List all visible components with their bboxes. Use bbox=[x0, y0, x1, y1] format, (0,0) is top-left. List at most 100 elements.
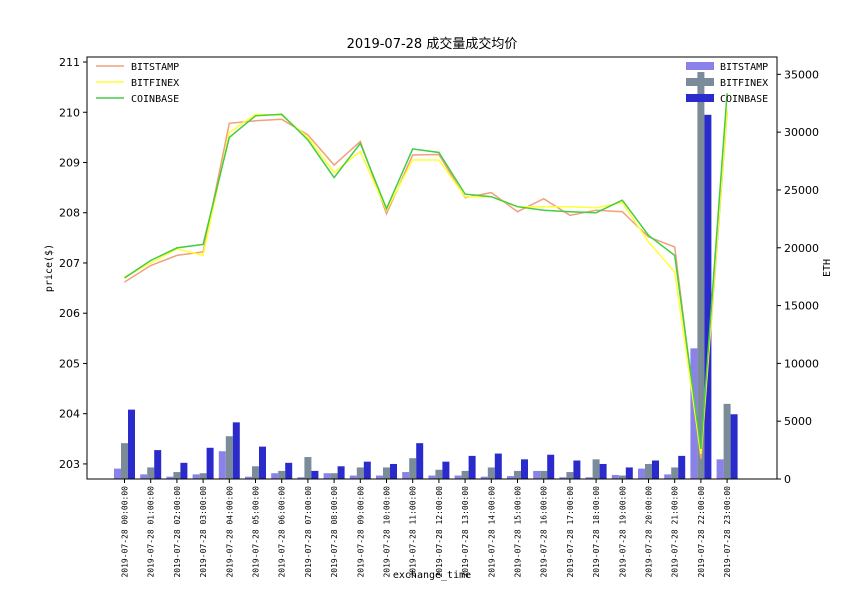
volume-bar bbox=[409, 458, 417, 479]
volume-bar bbox=[573, 460, 581, 479]
volume-bar bbox=[390, 463, 397, 479]
x-tick-label: 2019-07-28 18:00:00 bbox=[592, 486, 601, 578]
y-tick-label-right: 0 bbox=[784, 473, 791, 486]
legend-label: COINBASE bbox=[131, 94, 179, 105]
x-tick-label: 2019-07-28 15:00:00 bbox=[514, 486, 523, 578]
volume-bar bbox=[625, 467, 633, 479]
volume-bar bbox=[428, 475, 436, 479]
volume-bar bbox=[199, 473, 207, 479]
y-axis-label-right: ETH bbox=[822, 259, 833, 277]
volume-bar bbox=[716, 459, 724, 479]
volume-bar bbox=[487, 467, 495, 479]
plot-frame bbox=[86, 56, 778, 480]
y-tick-label-right: 25000 bbox=[784, 184, 819, 197]
volume-bar bbox=[435, 469, 443, 479]
volume-bar bbox=[285, 462, 293, 479]
volume-bar bbox=[671, 467, 679, 479]
volume-bar bbox=[330, 473, 338, 479]
volume-bar bbox=[121, 443, 128, 479]
legend-bar-swatch bbox=[686, 94, 714, 102]
y-tick-label-left: 204 bbox=[59, 408, 80, 421]
volume-bar bbox=[356, 467, 364, 479]
y-tick-label-left: 203 bbox=[59, 458, 80, 471]
volume-bar bbox=[259, 446, 266, 479]
volume-bar bbox=[678, 455, 686, 479]
volume-bar bbox=[559, 477, 567, 479]
x-tick-label: 2019-07-28 10:00:00 bbox=[383, 486, 392, 578]
x-tick-label: 2019-07-28 09:00:00 bbox=[356, 486, 365, 578]
volume-bar bbox=[114, 468, 121, 479]
x-tick-label: 2019-07-28 07:00:00 bbox=[304, 486, 313, 578]
volume-bar bbox=[173, 472, 181, 479]
x-tick-label: 2019-07-28 22:00:00 bbox=[697, 486, 706, 578]
volume-bar bbox=[376, 475, 383, 479]
volume-bar bbox=[468, 455, 476, 479]
volume-bar bbox=[566, 472, 574, 479]
volume-bar bbox=[533, 470, 541, 479]
y-tick-label-left: 210 bbox=[59, 106, 80, 119]
volume-bar bbox=[297, 477, 305, 479]
x-tick-label: 2019-07-28 04:00:00 bbox=[225, 486, 234, 578]
volume-bar bbox=[521, 459, 528, 479]
x-tick-label: 2019-07-28 23:00:00 bbox=[723, 486, 732, 578]
volume-bar bbox=[704, 114, 712, 479]
volume-bar bbox=[206, 447, 214, 479]
volume-bar bbox=[192, 474, 200, 479]
left-y-axis: 203 204 205 206 207 208 209 210 211 bbox=[59, 56, 87, 471]
price-line bbox=[124, 112, 728, 459]
legend-label: BITSTAMP bbox=[131, 62, 179, 73]
x-tick-label: 2019-07-28 16:00:00 bbox=[540, 486, 549, 578]
volume-bar bbox=[611, 474, 619, 479]
volume-bar bbox=[494, 453, 502, 479]
y-tick-label-left: 207 bbox=[59, 257, 80, 270]
x-tick-label: 2019-07-28 11:00:00 bbox=[409, 486, 418, 578]
volume-bar bbox=[128, 409, 135, 479]
chart-title: 2019-07-28 成交量成交均价 bbox=[347, 36, 518, 52]
y-tick-label-left: 209 bbox=[59, 157, 80, 170]
legend-bar-swatch bbox=[686, 62, 714, 70]
volume-bar bbox=[349, 475, 357, 479]
volume-bar bbox=[514, 470, 521, 479]
legend-bar-swatch bbox=[686, 78, 714, 86]
price-line bbox=[124, 109, 728, 455]
y-tick-label-right: 5000 bbox=[784, 415, 812, 428]
price-line bbox=[124, 93, 728, 450]
volume-bar bbox=[166, 476, 174, 479]
x-tick-label: 2019-07-28 17:00:00 bbox=[566, 486, 575, 578]
x-tick-label: 2019-07-28 06:00:00 bbox=[278, 486, 287, 578]
y-tick-label-left: 205 bbox=[59, 357, 80, 370]
y-tick-label-right: 30000 bbox=[784, 126, 819, 139]
x-tick-label: 2019-07-28 20:00:00 bbox=[645, 486, 654, 578]
volume-bar bbox=[252, 466, 259, 479]
x-tick-label: 2019-07-28 01:00:00 bbox=[147, 486, 156, 578]
legend-price: BITSTAMP BITFINEX COINBASE bbox=[96, 62, 179, 105]
volume-bar bbox=[311, 470, 319, 479]
volume-bar bbox=[416, 443, 424, 479]
volume-bar bbox=[323, 473, 331, 479]
x-tick-label: 2019-07-28 00:00:00 bbox=[121, 486, 130, 578]
volume-bars bbox=[114, 72, 738, 479]
y-tick-label-left: 211 bbox=[59, 56, 80, 69]
volume-bar bbox=[337, 466, 345, 479]
x-tick-label: 2019-07-28 19:00:00 bbox=[618, 486, 627, 578]
volume-bar bbox=[232, 422, 240, 479]
y-tick-label-right: 35000 bbox=[784, 68, 819, 81]
volume-bar bbox=[540, 470, 548, 479]
x-tick-label: 2019-07-28 03:00:00 bbox=[199, 486, 208, 578]
y-tick-label-right: 20000 bbox=[784, 242, 819, 255]
y-tick-label-left: 206 bbox=[59, 307, 80, 320]
volume-bar bbox=[690, 348, 698, 479]
volume-bar bbox=[547, 454, 555, 479]
volume-bar bbox=[664, 474, 672, 479]
volume-bar bbox=[271, 473, 279, 479]
x-axis: 2019-07-28 00:00:00 2019-07-28 01:00:00 20… bbox=[121, 479, 732, 578]
volume-bar bbox=[723, 403, 731, 479]
volume-bar bbox=[154, 450, 162, 479]
volume-bar bbox=[225, 436, 233, 479]
y-tick-label-right: 10000 bbox=[784, 357, 819, 370]
price-lines bbox=[124, 93, 728, 459]
volume-bar bbox=[245, 476, 252, 479]
volume-bar bbox=[652, 460, 659, 479]
right-y-axis: 0 5000 10000 15000 20000 25000 30000 35000 bbox=[777, 68, 819, 486]
volume-bar bbox=[618, 475, 626, 479]
